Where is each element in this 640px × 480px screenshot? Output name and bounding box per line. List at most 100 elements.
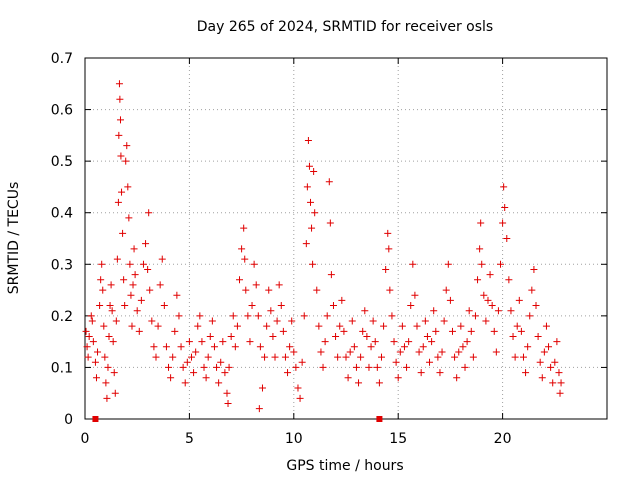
data-point (118, 188, 126, 196)
y-tick-label: 0.2 (51, 309, 73, 325)
data-point (252, 281, 260, 289)
data-point (85, 332, 93, 340)
data-point (545, 343, 553, 351)
data-point (275, 281, 283, 289)
data-point (173, 291, 181, 299)
data-point (261, 353, 269, 361)
data-point (250, 260, 258, 268)
data-point (122, 157, 130, 165)
data-point (246, 338, 254, 346)
data-point (327, 271, 335, 279)
data-point (448, 327, 456, 335)
data-point (126, 260, 134, 268)
data-point (240, 224, 248, 232)
data-point (528, 286, 536, 294)
data-point (369, 317, 377, 325)
data-point (99, 286, 107, 294)
data-point (323, 312, 331, 320)
data-point (371, 338, 379, 346)
data-point (113, 255, 121, 263)
data-point (233, 322, 241, 330)
data-point (271, 353, 279, 361)
data-point (459, 343, 467, 351)
data-point (219, 338, 227, 346)
data-point (215, 379, 223, 387)
data-point (206, 332, 214, 340)
data-point (388, 312, 396, 320)
data-point (438, 348, 446, 356)
data-point (549, 379, 557, 387)
data-point (111, 389, 119, 397)
data-point (315, 322, 323, 330)
data-point (116, 116, 124, 124)
data-point (405, 338, 413, 346)
y-tick-label: 0.5 (51, 154, 73, 170)
data-point (169, 353, 177, 361)
data-point (109, 338, 117, 346)
y-tick-label: 0.6 (51, 103, 73, 119)
y-tick-label: 0.4 (51, 206, 73, 222)
data-point (440, 317, 448, 325)
data-point (284, 369, 292, 377)
data-point (403, 363, 411, 371)
data-point (513, 322, 521, 330)
data-point (509, 332, 517, 340)
data-point (352, 363, 360, 371)
data-point (524, 343, 532, 351)
data-point (91, 358, 99, 366)
data-point (114, 198, 122, 206)
data-point (342, 353, 350, 361)
data-point (100, 322, 108, 330)
data-point (477, 219, 485, 227)
data-point (210, 343, 218, 351)
data-point (89, 338, 97, 346)
data-point (104, 363, 112, 371)
data-point (101, 353, 109, 361)
data-point (84, 353, 92, 361)
data-point (103, 394, 111, 402)
data-point (160, 302, 168, 310)
data-point (363, 332, 371, 340)
data-point (423, 332, 431, 340)
axis-marker (92, 416, 99, 422)
data-point (557, 379, 565, 387)
data-point (336, 322, 344, 330)
data-point (478, 260, 486, 268)
data-point (150, 343, 158, 351)
data-point (501, 204, 509, 212)
data-point (505, 276, 513, 284)
x-tick-label: 20 (494, 431, 512, 447)
data-point (503, 235, 511, 242)
x-axis-label: GPS time / hours (286, 458, 403, 474)
data-point (224, 400, 232, 408)
data-point (300, 312, 308, 320)
data-point (355, 379, 363, 387)
data-point (375, 379, 383, 387)
data-point (486, 271, 494, 279)
data-point (474, 276, 482, 284)
chart-title: Day 265 of 2024, SRMTID for receiver osl… (197, 19, 493, 35)
data-point (255, 405, 263, 413)
data-point (442, 286, 450, 294)
data-point (258, 384, 266, 392)
data-point (359, 327, 367, 335)
data-point (494, 307, 502, 315)
data-points (82, 80, 565, 413)
data-point (332, 332, 340, 340)
data-point (499, 219, 507, 227)
data-point (419, 343, 427, 351)
x-tick-label: 15 (389, 431, 407, 447)
data-point (128, 322, 136, 330)
data-point (162, 343, 170, 351)
data-point (426, 358, 434, 366)
data-point (500, 183, 508, 191)
grid-lines (85, 58, 607, 419)
data-point (467, 327, 475, 335)
data-point (507, 307, 515, 315)
data-point (133, 307, 141, 315)
axis-ticks (84, 57, 607, 420)
data-point (302, 240, 310, 248)
axis-marker (376, 416, 383, 422)
data-point (536, 358, 544, 366)
data-point (476, 245, 484, 253)
